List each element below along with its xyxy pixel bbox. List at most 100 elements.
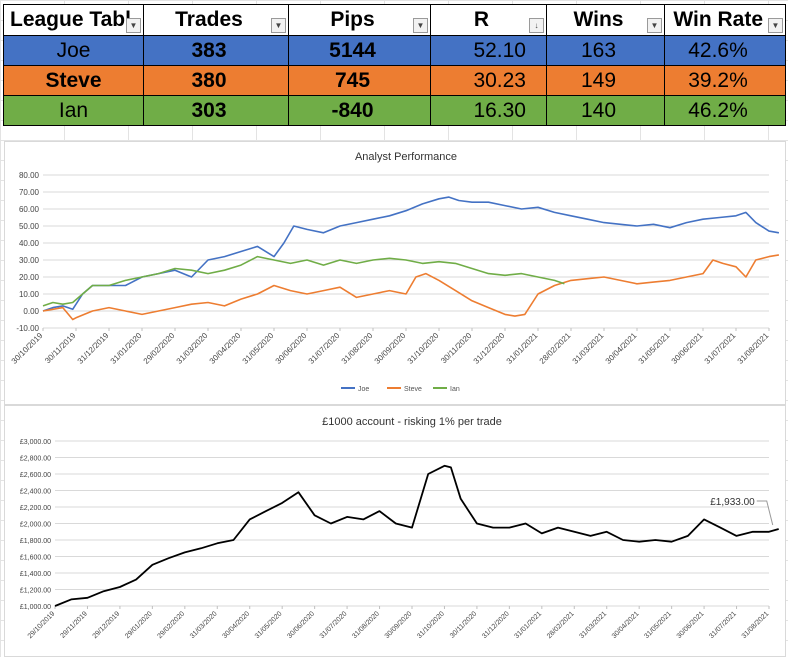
x-tick-label: 30/04/2020: [208, 331, 243, 366]
x-tick-label: 29/02/2020: [142, 331, 177, 366]
legend-label: Ian: [450, 386, 460, 393]
header-label: Trades: [175, 8, 243, 31]
x-tick-label: 30/04/2021: [604, 331, 639, 366]
x-tick-label: 31/01/2021: [514, 610, 544, 640]
y-tick-label: £2,400.00: [20, 489, 51, 496]
cell-trades[interactable]: 380: [143, 65, 289, 96]
y-tick-label: 70.00: [19, 188, 40, 197]
x-tick-label: 31/10/2020: [406, 331, 441, 366]
header-wins[interactable]: Wins ▼: [546, 4, 665, 36]
x-tick-label: 31/08/2020: [351, 610, 381, 640]
x-tick-label: 31/03/2020: [189, 610, 219, 640]
x-tick-label: 29/01/2020: [124, 610, 154, 640]
annotation-label: £1,933.00: [710, 497, 755, 508]
x-tick-label: 31/05/2020: [241, 331, 276, 366]
x-tick-label: 30/10/2019: [10, 331, 45, 366]
annotation-leader: [756, 500, 774, 526]
header-label: League Tabl: [10, 8, 131, 31]
filter-dropdown-icon[interactable]: ▼: [647, 18, 662, 33]
filter-dropdown-icon[interactable]: ▼: [768, 18, 783, 33]
y-tick-label: £1,800.00: [20, 538, 51, 545]
header-trades[interactable]: Trades ▼: [143, 4, 289, 36]
cell-wins[interactable]: 140: [546, 95, 665, 126]
x-tick-label: 31/05/2021: [637, 331, 672, 366]
header-league[interactable]: League Tabl ▼: [3, 4, 144, 36]
cell-pips[interactable]: 5144: [288, 35, 431, 66]
x-tick-label: 31/12/2019: [76, 331, 111, 366]
x-tick-label: 30/11/2019: [43, 331, 78, 366]
y-tick-label: 50.00: [19, 222, 40, 231]
cell-pips[interactable]: 745: [288, 65, 431, 96]
cell-win-rate[interactable]: 42.6%: [664, 35, 786, 66]
x-tick-label: 30/09/2020: [384, 610, 414, 640]
cell-pips[interactable]: -840: [288, 95, 431, 126]
x-tick-label: 31/07/2021: [703, 331, 738, 366]
y-tick-label: £2,800.00: [20, 456, 51, 463]
x-tick-label: 31/03/2020: [175, 331, 210, 366]
x-tick-label: 29/12/2019: [92, 610, 122, 640]
league-table: League Tabl ▼ Trades ▼ Pips ▼ R ↓ Wins ▼ Win …: [3, 4, 786, 126]
cell-r[interactable]: 52.10: [430, 35, 547, 66]
y-tick-label: £1,400.00: [20, 571, 51, 578]
x-tick-label: 31/08/2021: [741, 610, 771, 640]
x-tick-label: 31/05/2020: [254, 610, 284, 640]
series-line-steve: [42, 254, 780, 321]
x-tick-label: 30/04/2021: [611, 610, 641, 640]
legend-label: Joe: [358, 386, 369, 393]
x-tick-label: 31/07/2020: [319, 610, 349, 640]
x-tick-label: 31/01/2021: [505, 331, 540, 366]
y-tick-label: £3,000.00: [20, 439, 51, 446]
cell-wins[interactable]: 149: [546, 65, 665, 96]
series-line-ian: [42, 255, 565, 307]
filter-dropdown-icon[interactable]: ▼: [413, 18, 428, 33]
x-tick-label: 31/07/2020: [307, 331, 342, 366]
x-tick-label: 31/08/2021: [736, 331, 771, 366]
x-tick-label: 28/02/2021: [538, 331, 573, 366]
x-tick-label: 31/03/2021: [578, 610, 608, 640]
sort-desc-filter-icon[interactable]: ↓: [529, 18, 544, 33]
account-balance-chart[interactable]: £1000 account - risking 1% per trade £1,0…: [4, 405, 786, 657]
cell-name[interactable]: Ian: [3, 95, 144, 126]
cell-wins[interactable]: 163: [546, 35, 665, 66]
x-tick-label: 30/06/2021: [676, 610, 706, 640]
cell-r[interactable]: 16.30: [430, 95, 547, 126]
cell-trades[interactable]: 303: [143, 95, 289, 126]
y-tick-label: £2,000.00: [20, 522, 51, 529]
x-tick-label: 28/02/2021: [546, 610, 576, 640]
x-tick-label: 31/07/2021: [708, 610, 738, 640]
cell-trades[interactable]: 383: [143, 35, 289, 66]
x-tick-label: 29/10/2019: [27, 610, 57, 640]
cell-win-rate[interactable]: 46.2%: [664, 95, 786, 126]
x-tick-label: 31/12/2020: [481, 610, 511, 640]
y-tick-label: £1,600.00: [20, 555, 51, 562]
y-tick-label: £2,200.00: [20, 505, 51, 512]
x-tick-label: 31/10/2020: [416, 610, 446, 640]
table-header-row: League Tabl ▼ Trades ▼ Pips ▼ R ↓ Wins ▼ Win …: [3, 4, 786, 36]
x-tick-label: 30/06/2020: [274, 331, 309, 366]
chart-title: Analyst Performance: [355, 151, 457, 163]
y-tick-label: 10.00: [19, 290, 40, 299]
x-tick-label: 31/01/2020: [109, 331, 144, 366]
cell-win-rate[interactable]: 39.2%: [664, 65, 786, 96]
cell-r[interactable]: 30.23: [430, 65, 547, 96]
header-pips[interactable]: Pips ▼: [288, 4, 431, 36]
cell-name[interactable]: Joe: [3, 35, 144, 66]
header-win-rate[interactable]: Win Rate ▼: [664, 4, 786, 36]
cell-name[interactable]: Steve: [3, 65, 144, 96]
header-r[interactable]: R ↓: [430, 4, 547, 36]
filter-dropdown-icon[interactable]: ▼: [126, 18, 141, 33]
chart-title: £1000 account - risking 1% per trade: [322, 416, 502, 428]
y-tick-label: £1,200.00: [20, 588, 51, 595]
x-tick-label: 30/11/2020: [449, 610, 478, 639]
header-label: Wins: [573, 8, 624, 31]
x-tick-label: 31/03/2021: [571, 331, 606, 366]
table-row: Ian 303 -840 16.30 140 46.2%: [3, 95, 786, 126]
x-tick-label: 31/08/2020: [340, 331, 375, 366]
filter-dropdown-icon[interactable]: ▼: [271, 18, 286, 33]
y-tick-label: 80.00: [19, 171, 40, 180]
x-tick-label: 30/06/2020: [286, 610, 316, 640]
analyst-performance-chart[interactable]: Analyst Performance -10.00 0.00 10.00 20.00 3…: [4, 141, 786, 405]
x-tick-label: 30/04/2020: [221, 610, 251, 640]
y-tick-label: 30.00: [19, 256, 40, 265]
y-tick-label: 0.00: [23, 307, 39, 316]
